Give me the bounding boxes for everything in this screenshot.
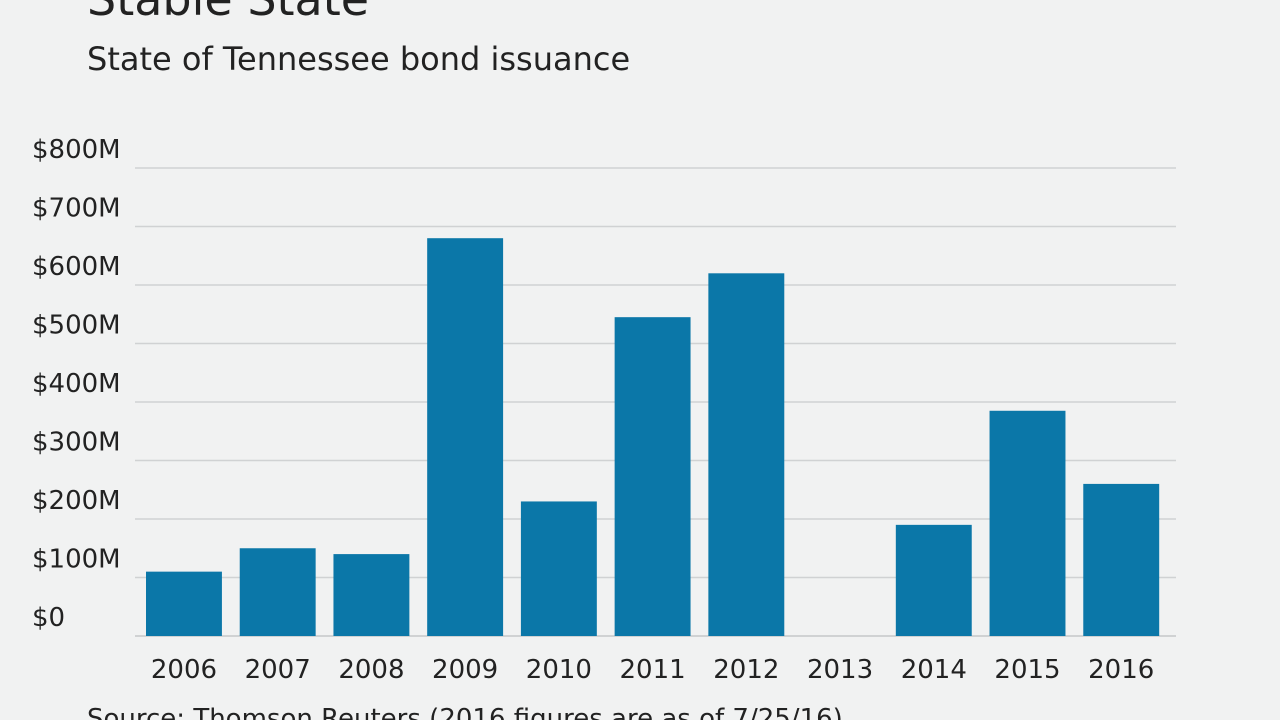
x-tick-label: 2016 xyxy=(1088,655,1154,685)
bars xyxy=(146,238,1160,636)
y-tick-label: $800M xyxy=(32,135,121,165)
x-tick-label: 2006 xyxy=(151,655,217,685)
bar-2007 xyxy=(239,548,316,636)
bar-2006 xyxy=(146,571,222,636)
bar-2015 xyxy=(989,410,1066,636)
x-tick-label: 2009 xyxy=(432,655,498,685)
y-tick-label: $700M xyxy=(32,194,121,224)
source-note: Source: Thomson Reuters (2016 figures ar… xyxy=(87,704,843,720)
y-tick-label: $400M xyxy=(32,369,121,399)
y-tick-label: $300M xyxy=(32,428,121,458)
chart-title: Stable State xyxy=(87,0,369,22)
x-tick-label: 2012 xyxy=(713,655,779,685)
bar-2010 xyxy=(520,501,597,636)
bar-2016 xyxy=(1083,483,1160,636)
y-tick-label: $0 xyxy=(32,603,65,633)
bar-2008 xyxy=(333,554,410,636)
x-axis-ticks: 2006 2007 2008 2009 2010 2011 2012 2013 2014 2015… xyxy=(151,655,1154,685)
x-tick-label: 2010 xyxy=(526,655,592,685)
y-axis-ticks: $0 $100M $200M $300M $400M $500M $600M $700M $80… xyxy=(32,135,121,633)
y-tick-label: $600M xyxy=(32,252,121,282)
x-tick-label: 2014 xyxy=(901,655,967,685)
chart-subtitle: State of Tennessee bond issuance xyxy=(87,40,631,78)
x-tick-label: 2007 xyxy=(245,655,311,685)
bar-2011 xyxy=(614,317,691,636)
bar-2009 xyxy=(427,238,504,636)
bar-2012 xyxy=(708,273,785,636)
x-tick-label: 2015 xyxy=(994,655,1060,685)
x-tick-label: 2011 xyxy=(620,655,686,685)
x-tick-label: 2013 xyxy=(807,655,873,685)
x-tick-label: 2008 xyxy=(338,655,404,685)
y-tick-label: $100M xyxy=(32,545,121,575)
y-tick-label: $200M xyxy=(32,486,121,516)
bar-2014 xyxy=(895,524,972,636)
y-tick-label: $500M xyxy=(32,311,121,341)
